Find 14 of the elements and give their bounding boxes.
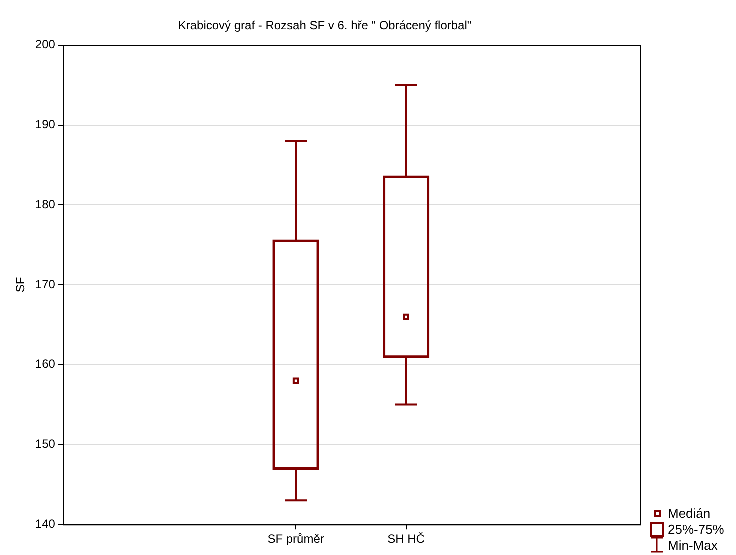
y-tick-label: 150 (35, 437, 56, 452)
chart-title: Krabicový graf - Rozsah SF v 6. hře " Obrácený florbal" (178, 18, 472, 33)
x-tick-label: SH HČ (388, 532, 426, 546)
y-tick-label: 200 (35, 38, 56, 52)
x-tick-label: SF průměr (268, 532, 324, 546)
y-tick-label: 190 (35, 118, 56, 132)
text: Min-Max (668, 538, 718, 552)
y-tick-label: 170 (35, 277, 56, 292)
y-axis-title: SF (14, 277, 28, 293)
text: Medián (668, 506, 711, 520)
y-tick-label: 160 (35, 357, 56, 372)
y-tick-label: 180 (35, 197, 56, 212)
y-tick-label: 140 (35, 516, 56, 531)
text: 25%-75% (668, 522, 724, 536)
